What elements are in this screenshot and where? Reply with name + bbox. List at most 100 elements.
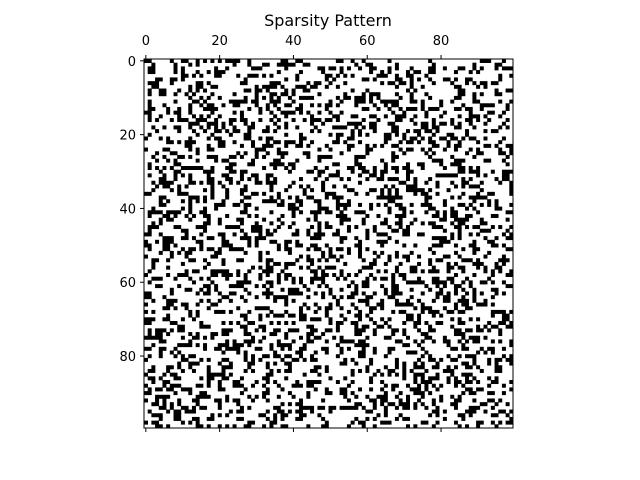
matrix-cell — [501, 261, 506, 266]
matrix-cell — [450, 221, 455, 226]
matrix-cell — [509, 309, 514, 314]
matrix-cell — [394, 62, 399, 67]
matrix-cell — [151, 261, 156, 266]
matrix-cell — [394, 357, 399, 362]
matrix-cell — [199, 298, 204, 303]
matrix-cell — [273, 239, 278, 244]
matrix-cell — [324, 313, 329, 318]
matrix-cell — [177, 154, 182, 159]
matrix-cell — [487, 391, 492, 396]
matrix-cell — [144, 320, 148, 325]
matrix-cell — [232, 232, 237, 237]
matrix-cell — [472, 169, 477, 174]
matrix-cell — [387, 99, 392, 104]
matrix-cell — [479, 291, 484, 296]
matrix-cell — [147, 92, 152, 97]
matrix-cell — [262, 306, 267, 311]
matrix-cell — [251, 158, 255, 163]
matrix-cell — [405, 317, 410, 322]
matrix-cell — [402, 136, 407, 141]
matrix-cell — [509, 361, 514, 366]
matrix-cell — [472, 295, 477, 300]
matrix-cell — [457, 162, 462, 167]
matrix-cell — [298, 70, 303, 75]
matrix-cell — [188, 409, 193, 414]
matrix-cell — [494, 291, 499, 296]
matrix-cell — [247, 365, 252, 370]
matrix-cell — [199, 405, 204, 410]
matrix-cell — [435, 413, 440, 418]
matrix-cell — [287, 95, 292, 100]
matrix-cell — [184, 387, 189, 392]
matrix-cell — [483, 114, 488, 119]
matrix-cell — [173, 391, 178, 396]
matrix-cell — [298, 276, 303, 281]
matrix-cell — [169, 166, 174, 170]
matrix-cell — [184, 184, 189, 189]
matrix-cell — [243, 368, 248, 373]
matrix-cell — [195, 70, 200, 75]
matrix-cell — [225, 213, 230, 218]
matrix-cell — [420, 346, 425, 351]
matrix-cell — [169, 77, 174, 82]
matrix-cell — [442, 199, 447, 204]
matrix-cell — [324, 221, 329, 226]
matrix-cell — [155, 158, 160, 163]
matrix-cell — [442, 339, 447, 344]
matrix-cell — [262, 324, 267, 329]
matrix-cell — [365, 132, 370, 137]
matrix-cell — [254, 236, 259, 241]
matrix-cell — [247, 62, 252, 67]
matrix-cell — [350, 368, 355, 373]
matrix-cell — [247, 195, 252, 200]
matrix-cell — [317, 158, 322, 163]
matrix-cell — [310, 354, 315, 359]
matrix-cell — [247, 177, 252, 182]
matrix-cell — [476, 140, 481, 145]
matrix-cell — [417, 276, 422, 281]
matrix-cell — [225, 413, 230, 418]
matrix-cell — [177, 376, 182, 381]
matrix-cell — [402, 166, 407, 170]
matrix-cell — [269, 118, 274, 123]
matrix-cell — [199, 276, 204, 281]
matrix-cell — [184, 405, 189, 410]
matrix-cell — [284, 376, 289, 381]
matrix-cell — [413, 339, 418, 344]
matrix-cell — [155, 81, 160, 86]
matrix-cell — [258, 118, 263, 123]
matrix-cell — [302, 88, 307, 93]
matrix-cell — [394, 361, 399, 366]
matrix-cell — [280, 202, 285, 207]
matrix-cell — [509, 320, 514, 325]
matrix-cell — [369, 295, 374, 300]
matrix-cell — [420, 380, 425, 385]
matrix-cell — [221, 387, 226, 392]
matrix-cell — [501, 346, 506, 351]
matrix-cell — [457, 158, 462, 163]
matrix-cell — [339, 239, 344, 244]
matrix-cell — [221, 368, 226, 373]
matrix-cell — [387, 324, 392, 329]
matrix-cell — [465, 118, 470, 123]
matrix-cell — [225, 129, 230, 134]
matrix-cell — [317, 372, 322, 377]
matrix-cell — [228, 365, 233, 370]
matrix-cell — [298, 280, 303, 285]
matrix-cell — [147, 213, 152, 218]
matrix-cell — [232, 129, 237, 134]
matrix-cell — [431, 140, 436, 145]
matrix-cell — [328, 99, 333, 104]
matrix-cell — [457, 84, 462, 89]
matrix-cell — [369, 125, 374, 130]
matrix-cell — [214, 70, 219, 75]
matrix-cell — [468, 306, 473, 311]
matrix-cell — [321, 332, 326, 337]
matrix-cell — [169, 217, 174, 222]
matrix-cell — [476, 70, 481, 75]
matrix-cell — [265, 376, 270, 381]
matrix-cell — [210, 376, 215, 381]
matrix-cell — [509, 269, 514, 274]
matrix-cell — [461, 287, 466, 292]
matrix-cell — [324, 387, 329, 392]
